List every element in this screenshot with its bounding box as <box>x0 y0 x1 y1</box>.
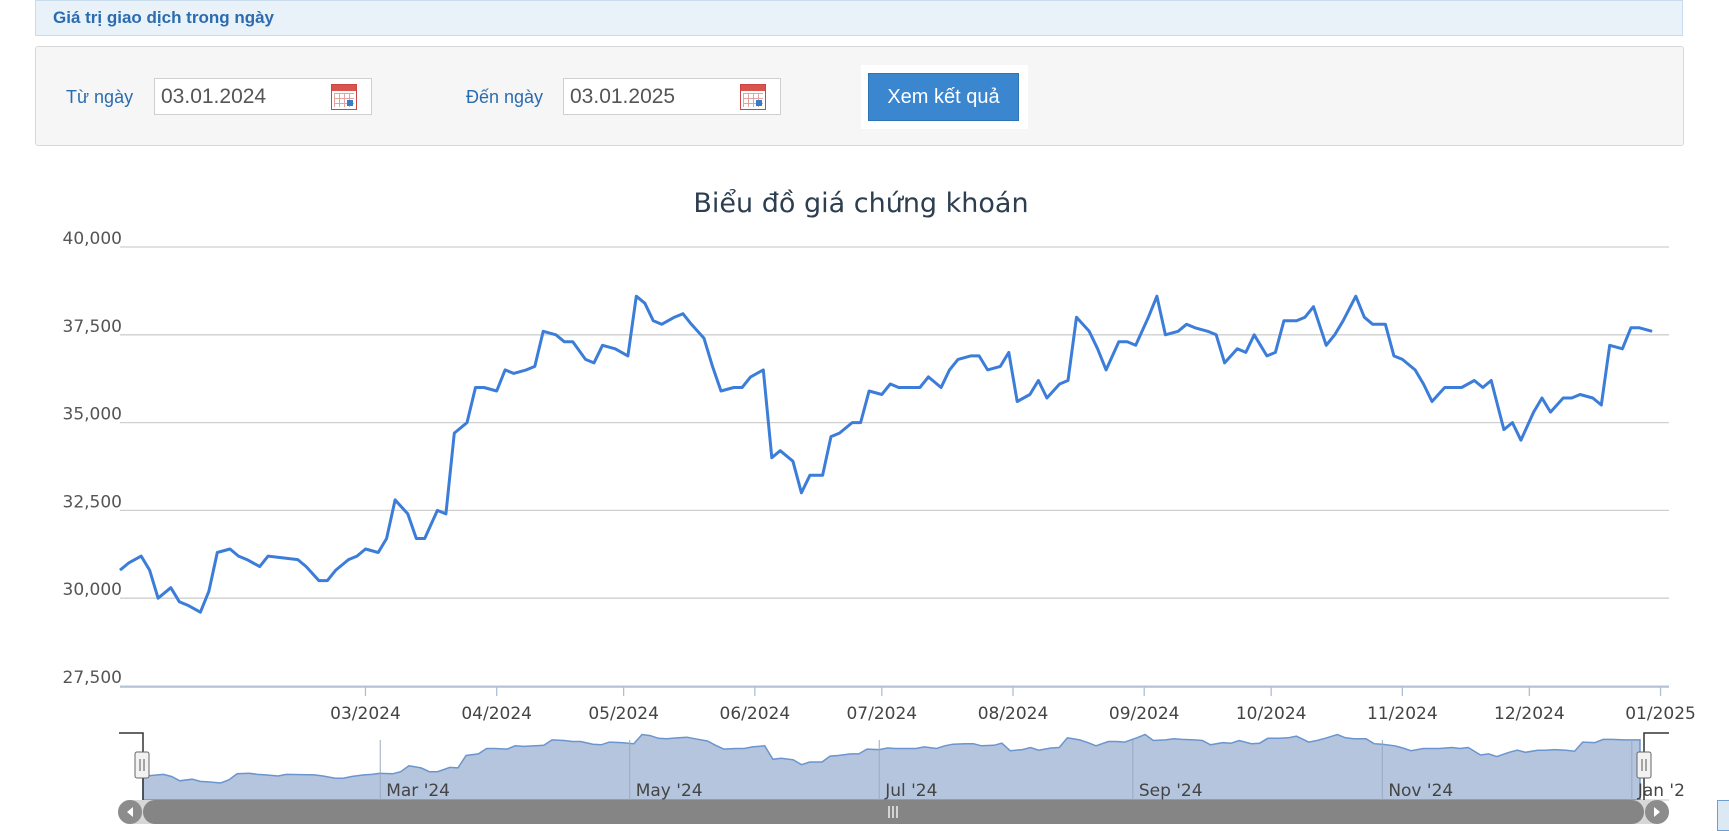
navigator-handle[interactable] <box>134 751 150 779</box>
arrow-right-icon <box>1654 807 1660 817</box>
to-date-input[interactable]: 03.01.2025 <box>563 78 781 115</box>
y-tick-label: 32,500 <box>63 492 122 512</box>
x-tick-label: 03/2024 <box>330 704 401 724</box>
navigator-tick-label: Jul '24 <box>884 781 937 801</box>
navigator-handle[interactable] <box>1636 751 1652 779</box>
section-title: Giá trị giao dịch trong ngày <box>53 8 275 27</box>
y-tick-label: 27,500 <box>63 668 122 688</box>
submit-button-wrapper: Xem kết quả <box>861 65 1028 129</box>
y-tick-label: 40,000 <box>63 229 122 249</box>
from-date-value: 03.01.2024 <box>161 85 267 108</box>
x-tick-label: 10/2024 <box>1236 704 1307 724</box>
x-tick-label: 06/2024 <box>720 704 791 724</box>
calendar-icon[interactable] <box>740 84 766 110</box>
x-tick-label: 11/2024 <box>1367 704 1438 724</box>
navigator-area <box>142 733 1641 801</box>
navigator-tick-label: Sep '24 <box>1139 781 1203 801</box>
to-date-value: 03.01.2025 <box>570 85 676 108</box>
chart-title: Biểu đồ giá chứng khoán <box>693 188 1028 219</box>
scroll-corner <box>1717 800 1729 831</box>
from-date-label: Từ ngày <box>66 87 134 107</box>
x-tick-label: 12/2024 <box>1494 704 1565 724</box>
view-results-button[interactable]: Xem kết quả <box>868 73 1019 121</box>
y-tick-label: 30,000 <box>63 580 122 600</box>
to-date-label: Đến ngày <box>466 87 544 107</box>
x-tick-label: 01/2025 <box>1625 704 1696 724</box>
x-tick-label: 09/2024 <box>1109 704 1180 724</box>
y-tick-label: 37,500 <box>63 317 122 337</box>
x-tick-label: 05/2024 <box>588 704 659 724</box>
navigator-tick-label: Mar '24 <box>386 781 450 801</box>
x-tick-label: 04/2024 <box>461 704 532 724</box>
navigator-tick-label: May '24 <box>636 781 703 801</box>
price-series-line <box>119 294 1653 614</box>
stock-price-chart: Biểu đồ giá chứng khoán 27,500 30,000 32,50… <box>63 188 1696 824</box>
x-tick-label: 08/2024 <box>978 704 1049 724</box>
date-filter-panel: Từ ngày 03.01.2024 Đến ngày 03.01.2025 X… <box>35 46 1684 146</box>
calendar-icon[interactable] <box>331 84 357 110</box>
x-tick-label: 07/2024 <box>846 704 917 724</box>
arrow-left-icon <box>127 807 133 817</box>
from-date-input[interactable]: 03.01.2024 <box>154 78 372 115</box>
y-tick-label: 35,000 <box>63 405 122 425</box>
navigator-tick-label: Jan '2 <box>1637 781 1685 801</box>
navigator-tick-label: Nov '24 <box>1388 781 1453 801</box>
section-header: Giá trị giao dịch trong ngày <box>35 0 1683 36</box>
